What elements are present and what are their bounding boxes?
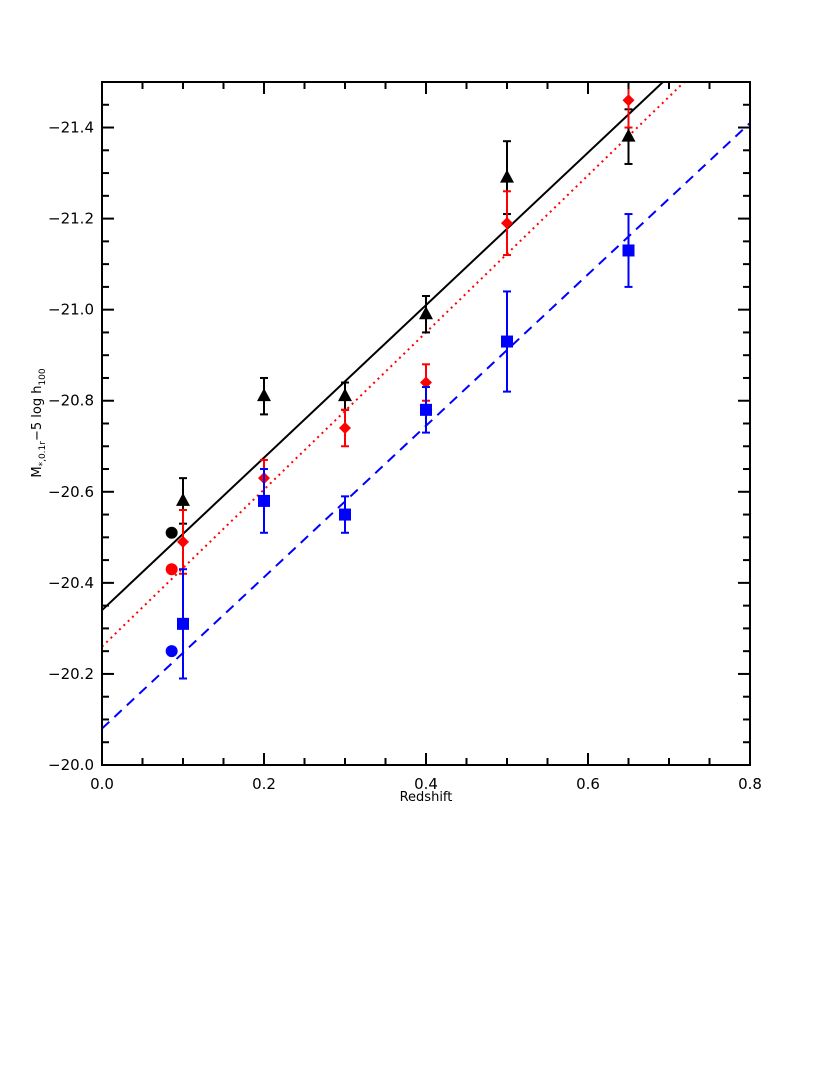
triangle-point bbox=[338, 388, 352, 402]
y-tick-label: −21.4 bbox=[48, 119, 94, 137]
y-axis-label: M*,0.1r−5 log h100 bbox=[30, 368, 48, 478]
axis-ticks: 0.0 0.2 0.4 0.6 0.8 −20.0 −20.2 −20.4 −20.6 −20.8… bbox=[48, 81, 762, 793]
triangle-point bbox=[176, 492, 190, 506]
square-point bbox=[258, 494, 270, 507]
triangle-point bbox=[257, 388, 271, 402]
circle-point bbox=[165, 563, 178, 576]
circle-point bbox=[165, 645, 178, 658]
square-point bbox=[622, 244, 635, 257]
triangle-point bbox=[621, 128, 636, 142]
diamond-point bbox=[420, 376, 432, 389]
triangle-point bbox=[500, 169, 514, 183]
square-point bbox=[339, 508, 351, 521]
diamond-point bbox=[501, 217, 513, 230]
y-tick-label: −21.0 bbox=[48, 301, 94, 319]
y-tick-label: −21.2 bbox=[48, 210, 94, 228]
x-tick-label: 0.4 bbox=[414, 775, 438, 793]
square-point bbox=[420, 403, 432, 416]
y-tick-label: −20.8 bbox=[48, 392, 94, 410]
triangle-point bbox=[419, 306, 433, 320]
x-tick-label: 0.0 bbox=[90, 775, 114, 793]
x-tick-label: 0.2 bbox=[252, 775, 276, 793]
square-point bbox=[177, 617, 189, 630]
circle-point bbox=[165, 526, 178, 539]
x-tick-label: 0.6 bbox=[576, 775, 600, 793]
y-tick-label: −20.0 bbox=[48, 756, 94, 774]
diamond-point bbox=[622, 94, 635, 107]
x-tick-label: 0.8 bbox=[738, 775, 762, 793]
square-point bbox=[501, 335, 513, 348]
diamond-point bbox=[177, 535, 189, 548]
y-tick-label: −20.6 bbox=[48, 483, 94, 501]
y-tick-label: −20.2 bbox=[48, 665, 94, 683]
diamond-point bbox=[339, 422, 351, 435]
y-tick-label: −20.4 bbox=[48, 574, 94, 592]
data-points bbox=[165, 82, 636, 680]
x-axis-label: Redshift bbox=[400, 790, 453, 805]
